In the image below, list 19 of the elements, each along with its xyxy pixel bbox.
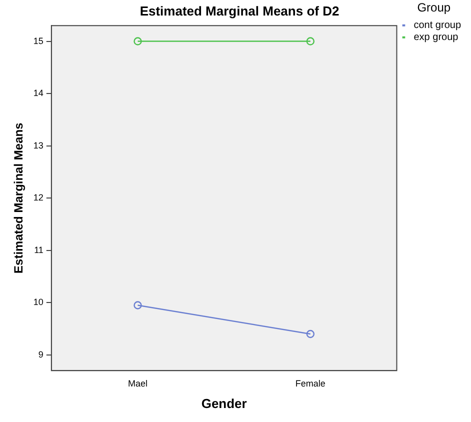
point [306, 37, 315, 46]
x-axis-title: Gender [201, 396, 247, 411]
y-tick-label: 14 [33, 88, 44, 98]
y-tick-label: 13 [33, 140, 44, 150]
point [306, 330, 315, 338]
y-tick-label: 12 [33, 192, 44, 203]
chart-title: Estimated Marginal Means of D2 [140, 3, 340, 18]
y-tick-label: 15 [33, 36, 44, 46]
x-tick-label: Mael [128, 378, 148, 388]
y-tick-label: 10 [33, 297, 44, 308]
legend-label: exp group [414, 32, 459, 44]
legend-label: cont group [414, 20, 462, 32]
y-tick-label: 11 [34, 244, 44, 255]
y-axis-title: Estimated Marginal Means [12, 122, 26, 274]
point [134, 37, 142, 46]
y-tick-label: 9 [38, 349, 44, 360]
legend-title: Group [417, 0, 451, 14]
point [134, 301, 142, 310]
x-tick-label: Female [295, 378, 326, 388]
